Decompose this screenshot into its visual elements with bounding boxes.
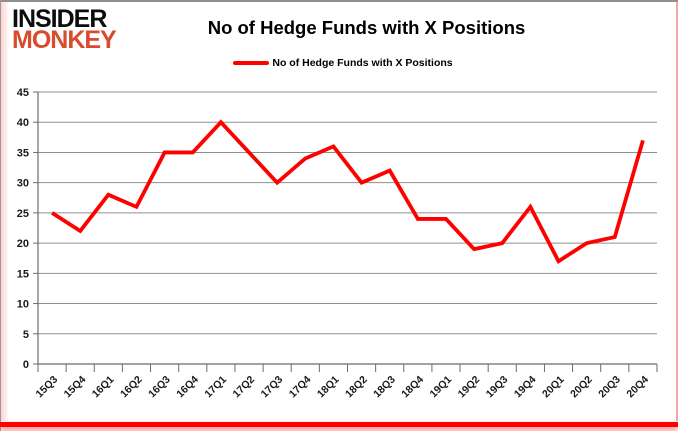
x-axis-label: 16Q4 — [174, 374, 201, 401]
x-axis-label: 20Q4 — [624, 374, 651, 401]
y-axis-label: 15 — [17, 268, 29, 280]
legend: No of Hedge Funds with X Positions — [0, 57, 678, 69]
y-axis-label: 5 — [23, 329, 29, 341]
chart-title: No of Hedge Funds with X Positions — [207, 17, 526, 38]
x-axis-label: 20Q1 — [540, 374, 567, 401]
x-axis-label: 16Q2 — [118, 374, 145, 401]
x-axis-label: 15Q4 — [62, 374, 89, 401]
x-axis-label: 18Q2 — [343, 374, 370, 401]
y-axis-label: 20 — [17, 238, 29, 250]
x-axis-label: 19Q3 — [484, 374, 511, 401]
legend-line-swatch — [233, 61, 270, 65]
logo-text-insider: INSIDER — [12, 5, 107, 33]
x-axis-label: 16Q3 — [146, 374, 173, 401]
y-axis-label: 35 — [17, 147, 29, 159]
frame-left-edge — [0, 0, 1, 431]
frame-right-edge — [676, 2, 678, 421]
x-axis-label: 19Q4 — [512, 374, 539, 401]
y-axis-label: 40 — [17, 117, 29, 129]
x-axis-label: 17Q3 — [259, 374, 286, 401]
x-axis-label: 18Q1 — [315, 374, 342, 401]
y-axis-label: 0 — [23, 359, 29, 371]
frame-left-glow — [1, 2, 9, 421]
x-axis-label: 19Q1 — [427, 374, 454, 401]
x-axis-label: 17Q2 — [230, 374, 257, 401]
x-axis-label: 17Q4 — [287, 374, 314, 401]
x-axis-label: 16Q1 — [90, 374, 117, 401]
frame-bottom-bar — [0, 422, 678, 427]
x-axis-label: 17Q1 — [202, 374, 229, 401]
insider-monkey-logo: INSIDER MONKEY — [12, 5, 117, 54]
series-line — [51, 119, 645, 264]
y-axis-label: 30 — [17, 178, 29, 190]
x-axis-label: 18Q4 — [399, 374, 426, 401]
frame-top-edge — [0, 0, 678, 2]
legend-label: No of Hedge Funds with X Positions — [272, 57, 453, 69]
logo-text-monkey: MONKEY — [12, 25, 117, 54]
y-axis-label: 10 — [17, 299, 29, 311]
y-axis-label: 25 — [17, 208, 29, 220]
x-axis-label: 19Q2 — [456, 374, 483, 401]
x-axis-label: 15Q3 — [34, 374, 61, 401]
y-axis-label: 45 — [17, 87, 29, 99]
x-axis-label: 18Q3 — [371, 374, 398, 401]
x-axis-label: 20Q3 — [596, 374, 623, 401]
x-axis-label: 20Q2 — [568, 374, 595, 401]
